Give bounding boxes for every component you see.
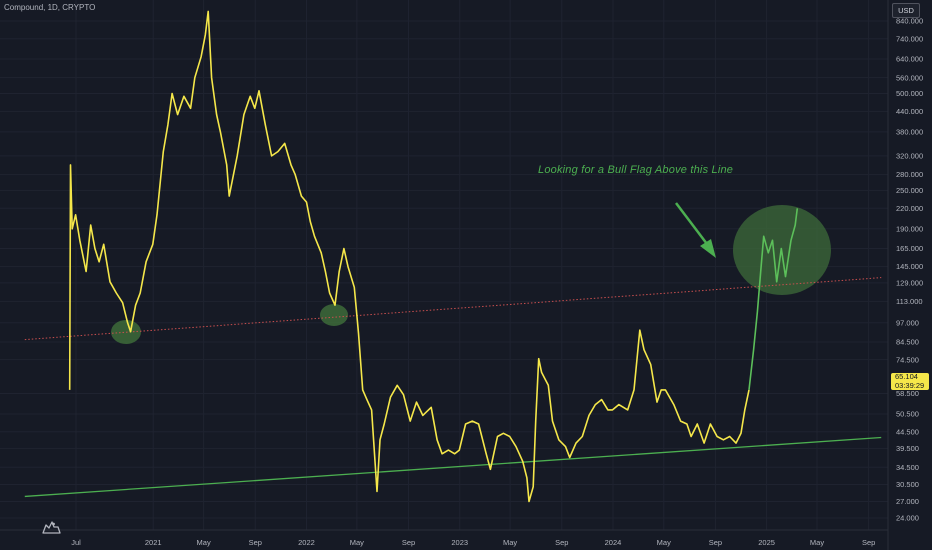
- y-tick-label: 97.000: [896, 318, 919, 327]
- x-tick-label: May: [657, 538, 671, 547]
- y-tick-label: 740.000: [896, 34, 923, 43]
- grid: [0, 0, 888, 530]
- arrow-shaft: [675, 202, 708, 245]
- y-tick-label: 44.500: [896, 427, 919, 436]
- y-tick-label: 380.000: [896, 127, 923, 136]
- x-tick-label: May: [503, 538, 517, 547]
- x-tick-label: Sep: [555, 538, 568, 547]
- y-tick-label: 129.000: [896, 279, 923, 288]
- bar-countdown: 03:39:29: [895, 380, 925, 390]
- x-tick-label: May: [197, 538, 211, 547]
- tradingview-logo-icon[interactable]: [41, 519, 63, 535]
- x-tick-label: 2023: [451, 538, 468, 547]
- x-tick-label: 2021: [145, 538, 162, 547]
- y-tick-label: 165.000: [896, 244, 923, 253]
- y-tick-label: 24.000: [896, 514, 919, 523]
- x-tick-label: Sep: [709, 538, 722, 547]
- y-tick-label: 560.000: [896, 73, 923, 82]
- x-tick-label: Sep: [249, 538, 262, 547]
- y-tick-label: 640.000: [896, 55, 923, 64]
- arrow-down-right-icon: [675, 202, 716, 258]
- y-tick-label: 220.000: [896, 204, 923, 213]
- x-tick-label: Sep: [402, 538, 415, 547]
- x-tick-label: Sep: [862, 538, 875, 547]
- y-tick-label: 113.000: [896, 297, 923, 306]
- time-axis[interactable]: Jul 2021 May Sep 2022 May Sep 2023 May Sep 2024 May…: [71, 538, 875, 547]
- x-tick-label: 2022: [298, 538, 315, 547]
- price-axis[interactable]: 840.000 740.000 640.000 560.000 500.000 440.0…: [896, 17, 923, 523]
- y-tick-label: 58.500: [896, 389, 919, 398]
- y-tick-label: 84.500: [896, 338, 919, 347]
- y-tick-label: 145.000: [896, 262, 923, 271]
- trendlines: [24, 277, 882, 498]
- last-price: 65.104: [895, 372, 918, 381]
- x-tick-label: Jul: [71, 538, 81, 547]
- y-tick-label: 34.500: [896, 463, 919, 472]
- y-tick-label: 500.000: [896, 89, 923, 98]
- y-tick-label: 440.000: [896, 107, 923, 116]
- annotation-text: Looking for a Bull Flag Above this Line: [538, 164, 734, 176]
- support-trendline: [24, 436, 882, 498]
- highlight-circle-low: [320, 304, 348, 326]
- price-line: [68, 10, 750, 503]
- symbol-title: Compound, 1D, CRYPTO: [4, 3, 96, 12]
- y-tick-label: 39.500: [896, 444, 919, 453]
- y-tick-label: 840.000: [896, 17, 923, 26]
- x-tick-label: 2024: [605, 538, 622, 547]
- arrow-head: [700, 239, 716, 258]
- y-tick-label: 250.000: [896, 186, 923, 195]
- x-tick-label: 2025: [758, 538, 775, 547]
- y-tick-label: 27.000: [896, 497, 919, 506]
- y-tick-label: 280.000: [896, 170, 923, 179]
- price-series: [68, 10, 799, 503]
- y-tick-label: 190.000: [896, 224, 923, 233]
- currency-button[interactable]: USD: [892, 3, 920, 18]
- y-tick-label: 74.500: [896, 355, 919, 364]
- y-tick-label: 50.500: [896, 410, 919, 419]
- y-tick-label: 320.000: [896, 152, 923, 161]
- x-tick-label: May: [810, 538, 824, 547]
- last-price-badge: 65.104 03:39:29: [891, 372, 929, 390]
- x-tick-label: May: [350, 538, 364, 547]
- y-tick-label: 30.500: [896, 480, 919, 489]
- breakout-price-line: [748, 208, 799, 390]
